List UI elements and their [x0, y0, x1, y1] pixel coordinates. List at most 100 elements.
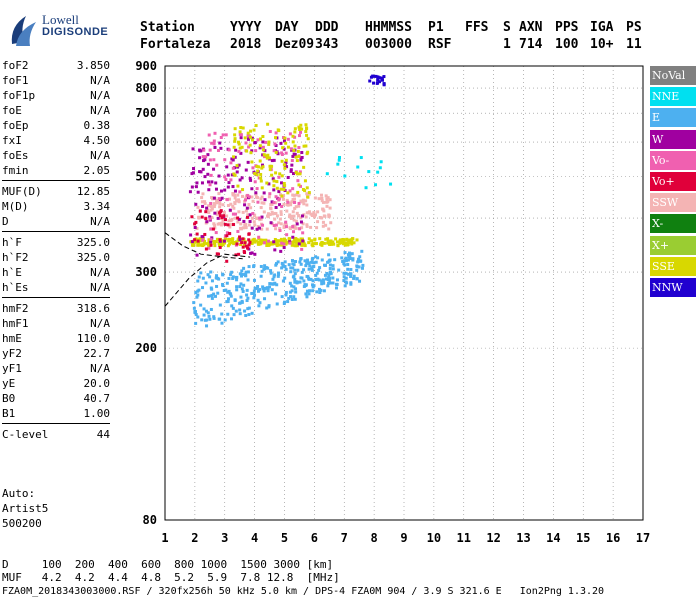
data-point: [289, 168, 293, 172]
data-point: [223, 218, 227, 222]
data-point: [259, 176, 263, 180]
data-point: [311, 279, 315, 283]
legend-item-nne: NNE: [650, 87, 696, 107]
data-point: [254, 149, 258, 153]
data-point: [328, 281, 332, 285]
data-point: [247, 136, 251, 140]
data-point: [285, 233, 289, 237]
data-point: [288, 213, 292, 217]
data-point: [292, 149, 296, 153]
data-point: [257, 237, 261, 241]
data-point: [327, 253, 331, 257]
data-point: [337, 156, 341, 160]
data-point: [301, 239, 305, 243]
data-point: [312, 264, 316, 268]
data-point: [199, 303, 203, 307]
data-point: [344, 276, 348, 280]
data-point: [257, 165, 261, 169]
data-point: [295, 172, 299, 176]
data-point: [258, 216, 262, 220]
data-point: [213, 244, 217, 248]
data-point: [267, 305, 271, 309]
data-point: [259, 264, 263, 268]
data-point: [259, 137, 263, 141]
data-point: [262, 289, 266, 293]
data-point: [326, 241, 330, 245]
data-point: [316, 277, 320, 281]
data-point: [214, 187, 218, 191]
data-point: [300, 214, 304, 218]
data-point: [218, 202, 222, 206]
data-point: [247, 306, 251, 310]
data-point: [222, 239, 226, 243]
data-point: [350, 242, 354, 246]
data-point: [269, 207, 273, 211]
data-point: [293, 127, 297, 131]
data-point: [293, 268, 297, 272]
data-point: [198, 243, 202, 247]
data-point: [267, 182, 271, 186]
data-point: [204, 155, 208, 159]
data-point: [343, 242, 347, 246]
data-point: [291, 210, 295, 214]
data-point: [217, 317, 221, 321]
data-point: [210, 287, 214, 291]
data-point: [304, 130, 308, 134]
data-point: [276, 152, 280, 156]
data-point: [274, 238, 278, 242]
data-point: [337, 158, 341, 162]
data-point: [298, 127, 302, 131]
footer-muf-row: MUF 4.2 4.2 4.4 4.8 5.2 5.9 7.8 12.8 [MH…: [2, 571, 340, 584]
data-point: [208, 183, 212, 187]
data-point: [238, 238, 242, 242]
data-point: [311, 289, 315, 293]
data-point: [307, 191, 311, 195]
data-point: [193, 238, 197, 242]
data-point: [233, 127, 237, 131]
data-point: [216, 210, 220, 214]
param-name: h`F: [2, 236, 22, 249]
param-name: foF1p: [2, 89, 36, 102]
data-point: [214, 231, 218, 235]
data-point: [216, 216, 220, 220]
data-point: [285, 165, 289, 169]
data-point: [321, 224, 325, 228]
data-point: [274, 205, 278, 209]
data-point: [258, 218, 262, 222]
data-point: [244, 273, 248, 277]
data-point: [314, 260, 318, 264]
data-point: [230, 317, 234, 321]
data-point: [229, 161, 233, 165]
data-point: [289, 147, 293, 151]
data-point: [272, 149, 276, 153]
data-point: [294, 240, 298, 244]
data-point: [274, 131, 278, 135]
data-point: [273, 211, 277, 215]
data-point: [226, 300, 230, 304]
data-point: [226, 173, 230, 177]
data-point: [213, 294, 217, 298]
data-point: [245, 149, 249, 153]
data-point: [305, 274, 309, 278]
y-tick-label: 900: [135, 59, 157, 73]
data-point: [305, 127, 309, 131]
x-tick-label: 9: [400, 531, 407, 545]
data-point: [199, 170, 203, 174]
data-point: [316, 256, 320, 260]
data-point: [218, 216, 222, 220]
data-point: [226, 297, 230, 301]
legend-item-sse: SSE: [650, 256, 696, 276]
data-point: [270, 202, 274, 206]
data-point: [270, 242, 274, 246]
data-point: [251, 138, 255, 142]
data-point: [348, 251, 352, 255]
data-point: [204, 210, 208, 214]
data-point: [229, 178, 233, 182]
data-point: [307, 267, 311, 271]
data-point: [194, 185, 198, 189]
data-point: [255, 227, 259, 231]
data-point: [357, 257, 361, 261]
data-point: [317, 197, 321, 201]
data-point: [244, 198, 248, 202]
data-point: [293, 144, 297, 148]
